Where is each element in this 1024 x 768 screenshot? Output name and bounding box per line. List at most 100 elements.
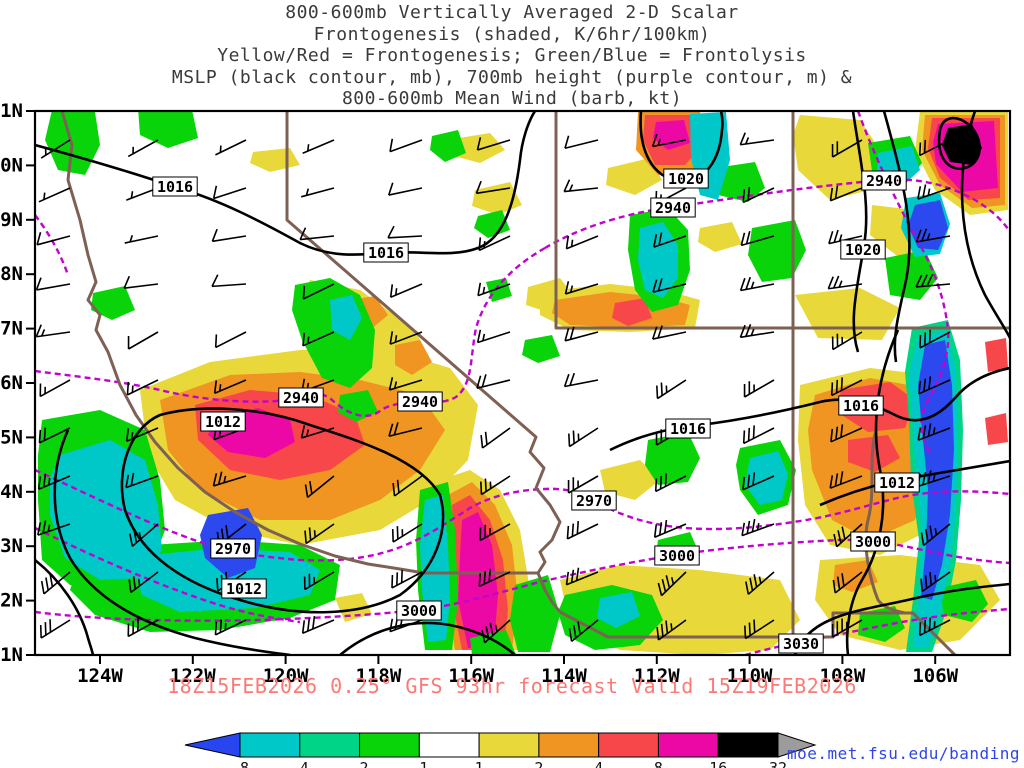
colorbar-segment	[598, 732, 659, 758]
shaded-region-cyan	[330, 295, 362, 340]
contour-label: 1020	[840, 239, 886, 260]
svg-text:3000: 3000	[855, 533, 891, 551]
mslp-contour	[937, 116, 981, 170]
shaded-region-green	[338, 390, 378, 422]
lon-tick-label: 112W	[634, 665, 680, 687]
wind-barb	[833, 523, 863, 548]
wind-barb	[392, 475, 423, 497]
colorbar-segment	[478, 732, 540, 758]
svg-text:1012: 1012	[205, 413, 241, 431]
shaded-region-red	[985, 338, 1008, 372]
title-line-1: 800-600mb Vertically Averaged 2-D Scalar	[285, 2, 739, 23]
wind-barb	[36, 232, 71, 246]
contour-label: 1016	[838, 395, 884, 416]
wind-barb	[214, 619, 247, 636]
wind-barb	[656, 619, 687, 641]
wind-barb	[920, 523, 951, 547]
shaded-region-orange	[395, 340, 432, 375]
wind-barbs	[35, 132, 951, 644]
contour-label: 1016	[363, 242, 409, 263]
shaded-region-green	[486, 278, 512, 302]
lat-tick-label: 35N	[0, 426, 23, 448]
wind-barb	[478, 235, 511, 252]
title-line-5: 800-600mb Mean Wind (barb, kt)	[341, 88, 683, 110]
contour-label: 1016	[152, 176, 198, 197]
map-title: 800-600mb Vertically Averaged 2-D Scalar…	[0, 2, 1024, 110]
wind-barb	[741, 518, 775, 537]
shaded-region-green	[858, 606, 905, 642]
wind-barb	[126, 379, 159, 396]
lon-tick-label: 122W	[170, 665, 216, 687]
contour-label: 1012	[200, 411, 246, 432]
colorbar-segment	[538, 732, 600, 758]
wind-barb	[915, 273, 951, 288]
wind-barb	[831, 139, 863, 158]
shaded-region-cyan	[638, 222, 678, 298]
colorbar-label: -4	[291, 759, 309, 768]
shaded-region-green	[715, 162, 765, 202]
shaded-region-cyan	[745, 451, 788, 505]
wind-barb	[568, 619, 599, 643]
wind-barb	[651, 325, 687, 340]
colorbar-segment	[299, 732, 361, 758]
wind-barb	[302, 139, 335, 155]
lon-tick-label: 124W	[77, 665, 123, 687]
wind-barb	[476, 329, 511, 344]
shaded-region-yellow	[793, 115, 880, 200]
wind-barb	[391, 523, 423, 543]
svg-text:2940: 2940	[402, 393, 438, 411]
wind-barb	[299, 227, 335, 241]
colorbar-segment	[359, 732, 420, 758]
contour-label: 3000	[396, 600, 442, 621]
wind-barb	[300, 425, 335, 439]
colorbar-right-arrow	[777, 732, 817, 758]
wind-barb	[739, 324, 775, 339]
wind-barb	[742, 472, 775, 491]
wind-barb	[476, 374, 511, 390]
wind-barb	[743, 379, 775, 398]
svg-text:3030: 3030	[783, 635, 819, 653]
wind-barb	[128, 571, 159, 594]
wind-barb	[304, 523, 335, 545]
wind-barb	[127, 139, 159, 158]
wind-barb	[35, 277, 71, 291]
shaded-region-green	[522, 335, 560, 363]
wind-barb	[830, 377, 863, 397]
lat-tick-label: 36N	[0, 372, 23, 394]
svg-text:2970: 2970	[576, 492, 612, 510]
shaded-region-yellow	[600, 460, 660, 500]
wind-barb	[563, 179, 599, 193]
wind-barb	[127, 618, 159, 638]
wind-barb	[918, 617, 951, 637]
shaded-region-red	[612, 298, 652, 326]
contour-label: 3030	[778, 633, 824, 654]
colorbar-segment	[717, 732, 779, 758]
svg-text:3000: 3000	[659, 547, 695, 565]
colorbar-label: -2	[351, 759, 369, 768]
site-link[interactable]: moe.met.fsu.edu/banding	[786, 744, 1020, 763]
wind-barb	[215, 139, 247, 156]
wind-barb	[563, 372, 599, 388]
wind-barb	[656, 379, 687, 400]
wind-barb	[565, 567, 599, 586]
wind-barb	[829, 471, 863, 489]
colorbar-label: -8	[231, 759, 249, 768]
shaded-region-green	[474, 210, 510, 238]
mslp-contour	[339, 621, 516, 655]
lat-tick-label: 39N	[0, 209, 23, 231]
lat-tick-label: 40N	[0, 154, 23, 176]
title-line-3: Yellow/Red = Frontogenesis; Green/Blue =…	[217, 45, 807, 67]
wind-barb	[566, 521, 599, 540]
wind-barb	[38, 427, 71, 444]
svg-text:1020: 1020	[668, 170, 704, 188]
contour-label: 2970	[210, 538, 256, 559]
contour-label: 1012	[874, 472, 920, 493]
wind-barb	[652, 278, 687, 294]
wind-barb	[918, 139, 951, 157]
contour-label: 1016	[665, 418, 711, 439]
wind-barb	[832, 571, 863, 594]
shaded-region-green	[748, 220, 806, 282]
svg-text:1012: 1012	[226, 580, 262, 598]
wind-barb	[212, 471, 247, 487]
colorbar-label: -1	[410, 759, 428, 768]
